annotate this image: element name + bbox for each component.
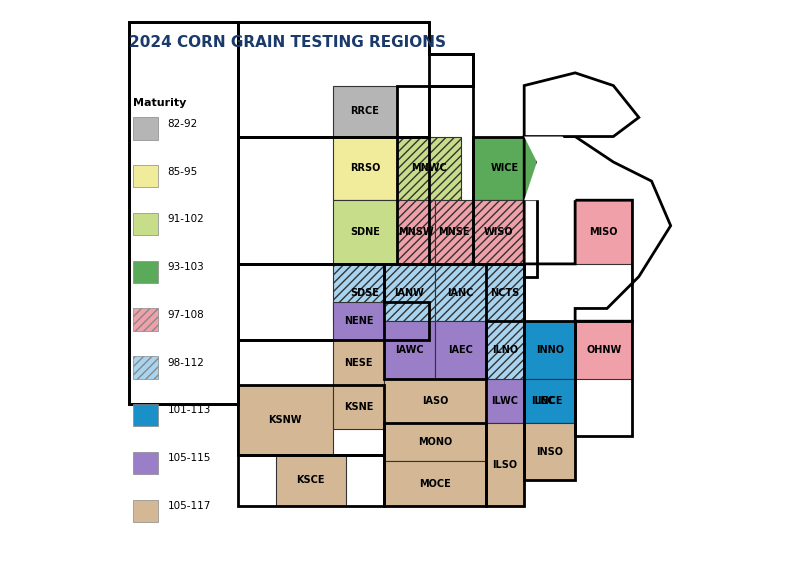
Text: MONO: MONO — [418, 437, 452, 447]
Polygon shape — [575, 200, 633, 264]
Polygon shape — [333, 302, 384, 340]
Text: SDSE: SDSE — [350, 288, 379, 298]
Text: MOCE: MOCE — [419, 479, 451, 488]
FancyBboxPatch shape — [133, 404, 158, 426]
Polygon shape — [486, 379, 524, 423]
Polygon shape — [333, 85, 397, 136]
FancyBboxPatch shape — [133, 117, 158, 140]
Text: 98-112: 98-112 — [167, 358, 205, 367]
Polygon shape — [238, 136, 429, 264]
Polygon shape — [384, 264, 435, 321]
Text: 101-113: 101-113 — [167, 405, 211, 415]
Polygon shape — [384, 461, 486, 506]
Polygon shape — [238, 385, 333, 455]
Text: 105-115: 105-115 — [167, 453, 211, 463]
Text: ILSO: ILSO — [493, 460, 518, 470]
Text: MNSW: MNSW — [398, 227, 434, 237]
Text: RRSO: RRSO — [350, 164, 380, 173]
Polygon shape — [397, 200, 435, 264]
Text: ILNO: ILNO — [492, 345, 518, 355]
Polygon shape — [486, 264, 524, 321]
Text: INNO: INNO — [536, 345, 564, 355]
Text: MNWC: MNWC — [410, 164, 446, 173]
Text: OHNW: OHNW — [586, 345, 622, 355]
Polygon shape — [524, 136, 588, 200]
Polygon shape — [384, 423, 486, 461]
Text: KSCE: KSCE — [297, 475, 325, 486]
Text: ILWC: ILWC — [491, 396, 518, 406]
Polygon shape — [524, 321, 575, 379]
Text: IANW: IANW — [394, 288, 425, 298]
Polygon shape — [435, 264, 486, 321]
Text: NESE: NESE — [344, 358, 373, 367]
Text: MISO: MISO — [590, 227, 618, 237]
Polygon shape — [130, 22, 238, 404]
Polygon shape — [474, 136, 537, 200]
FancyBboxPatch shape — [133, 165, 158, 187]
Text: NCTS: NCTS — [490, 288, 520, 298]
Polygon shape — [384, 379, 486, 423]
Polygon shape — [524, 379, 562, 423]
Polygon shape — [384, 321, 435, 379]
FancyBboxPatch shape — [133, 213, 158, 235]
Text: WICE: WICE — [491, 164, 519, 173]
Polygon shape — [435, 200, 474, 264]
Text: IASO: IASO — [422, 396, 448, 406]
FancyBboxPatch shape — [133, 261, 158, 283]
Text: INSO: INSO — [536, 447, 563, 457]
Text: 105-117: 105-117 — [167, 501, 211, 511]
Polygon shape — [333, 385, 384, 430]
Text: RRCE: RRCE — [350, 106, 379, 116]
Text: ILEC: ILEC — [531, 396, 555, 406]
FancyBboxPatch shape — [133, 452, 158, 474]
Text: INCE: INCE — [537, 396, 562, 406]
Text: SDNE: SDNE — [350, 227, 380, 237]
Polygon shape — [238, 22, 474, 136]
Text: 82-92: 82-92 — [167, 119, 198, 129]
Polygon shape — [238, 340, 429, 455]
Polygon shape — [486, 321, 524, 379]
Text: NENE: NENE — [344, 316, 374, 326]
Text: Maturity: Maturity — [133, 98, 186, 108]
Text: 97-108: 97-108 — [167, 310, 204, 320]
Text: KSNW: KSNW — [269, 415, 302, 425]
Text: 85-95: 85-95 — [167, 166, 198, 177]
Polygon shape — [333, 340, 384, 385]
Text: KSNE: KSNE — [344, 402, 374, 412]
Polygon shape — [524, 73, 639, 136]
Text: 93-103: 93-103 — [167, 262, 204, 272]
Polygon shape — [333, 264, 397, 321]
Polygon shape — [238, 264, 429, 340]
Polygon shape — [397, 136, 461, 200]
Text: IAEC: IAEC — [448, 345, 473, 355]
Polygon shape — [435, 321, 486, 379]
Text: 91-102: 91-102 — [167, 215, 204, 224]
Polygon shape — [524, 379, 575, 423]
Polygon shape — [474, 200, 524, 264]
Text: IANC: IANC — [447, 288, 474, 298]
Text: WISO: WISO — [484, 227, 514, 237]
Polygon shape — [333, 136, 397, 200]
Polygon shape — [486, 423, 524, 506]
Polygon shape — [524, 423, 575, 481]
Polygon shape — [276, 455, 346, 506]
Polygon shape — [575, 321, 633, 379]
Polygon shape — [333, 200, 397, 264]
Text: 2024 CORN GRAIN TESTING REGIONS: 2024 CORN GRAIN TESTING REGIONS — [130, 35, 446, 50]
FancyBboxPatch shape — [133, 356, 158, 379]
Text: IAWC: IAWC — [395, 345, 424, 355]
FancyBboxPatch shape — [133, 308, 158, 331]
Text: MNSE: MNSE — [438, 227, 470, 237]
FancyBboxPatch shape — [133, 500, 158, 522]
